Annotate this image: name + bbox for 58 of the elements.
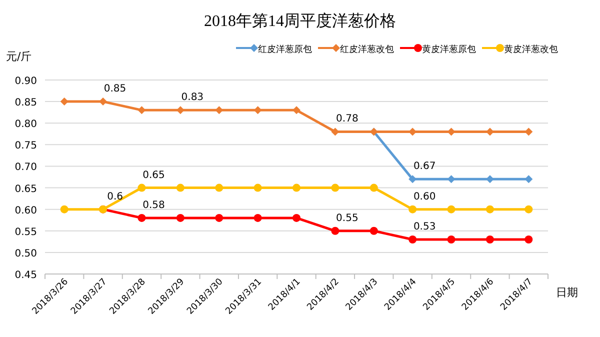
point xyxy=(486,205,494,214)
point xyxy=(138,184,146,192)
point xyxy=(447,175,456,184)
point xyxy=(331,184,340,192)
data-label: 0.67 xyxy=(413,161,436,172)
y-tick-label: 0.80 xyxy=(14,119,37,130)
point xyxy=(215,214,224,222)
data-label: 0.53 xyxy=(413,222,436,233)
point xyxy=(408,236,417,244)
point xyxy=(254,106,262,114)
point xyxy=(486,236,494,244)
legend-label: 黄皮洋葱改包 xyxy=(504,44,558,55)
y-tick-label: 0.50 xyxy=(14,248,37,260)
point xyxy=(370,226,378,235)
point xyxy=(524,205,533,214)
point xyxy=(292,184,300,192)
point xyxy=(60,98,68,106)
y-tick-label: 0.90 xyxy=(14,76,37,87)
point xyxy=(138,214,146,222)
point xyxy=(447,205,456,214)
point xyxy=(331,226,340,235)
point xyxy=(524,175,533,184)
y-tick-label: 0.55 xyxy=(14,226,37,238)
y-axis-title: 元/斤 xyxy=(6,50,32,63)
point xyxy=(60,205,68,214)
point xyxy=(138,106,146,114)
point xyxy=(99,98,108,106)
point xyxy=(370,184,378,192)
point xyxy=(176,214,184,222)
y-tick-label: 0.60 xyxy=(14,205,37,216)
point xyxy=(215,184,224,192)
data-label: 0.55 xyxy=(336,212,358,224)
x-axis-title: 日期 xyxy=(556,286,578,299)
point xyxy=(292,214,300,222)
point xyxy=(215,106,224,114)
point xyxy=(292,106,300,114)
legend-label: 红皮洋葱改包 xyxy=(340,44,394,55)
point xyxy=(254,214,262,222)
data-label: 0.85 xyxy=(104,84,126,95)
data-label: 0.83 xyxy=(181,92,204,104)
data-label: 0.78 xyxy=(336,114,358,125)
point xyxy=(254,184,262,192)
y-tick-label: 0.65 xyxy=(14,184,37,195)
data-label: 0.58 xyxy=(142,200,165,211)
legend-label: 红皮洋葱原包 xyxy=(258,44,312,55)
y-tick-label: 0.75 xyxy=(14,140,37,152)
data-label: 0.6 xyxy=(107,191,123,202)
chart-title: 2018年第14周平度洋葱价格 xyxy=(204,12,396,30)
y-tick-label: 0.85 xyxy=(14,98,37,109)
y-tick-label: 0.70 xyxy=(14,162,37,174)
point xyxy=(524,236,533,244)
data-label: 0.60 xyxy=(413,191,436,202)
point xyxy=(176,184,184,192)
point xyxy=(447,236,456,244)
legend-label: 黄皮洋葱原包 xyxy=(422,44,476,55)
y-tick-label: 0.45 xyxy=(14,270,37,281)
point xyxy=(408,205,417,214)
data-label: 0.65 xyxy=(142,170,165,181)
